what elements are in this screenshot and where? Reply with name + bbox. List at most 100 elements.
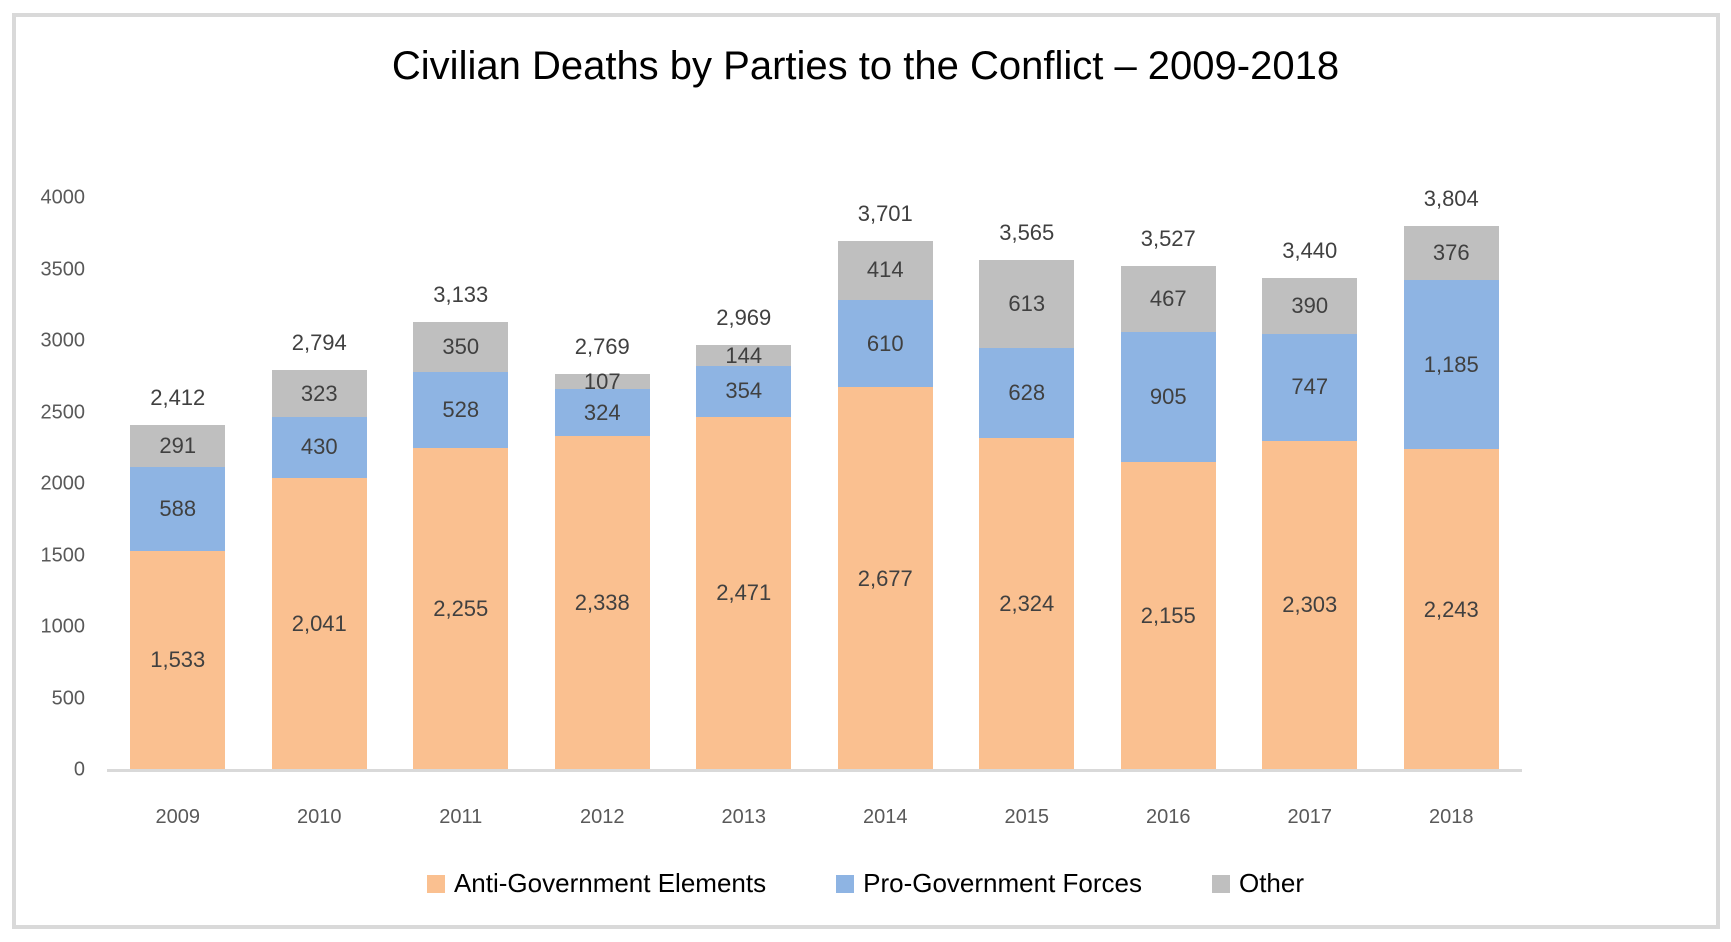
bar-segment-pro-government-forces: 354 <box>696 366 792 417</box>
segment-value-label: 144 <box>725 342 763 368</box>
segment-value-label: 2,255 <box>433 595 489 621</box>
bar-stack: 350 528 2,255 <box>413 322 509 770</box>
segment-value-label: 350 <box>442 334 480 360</box>
x-tick-label: 2015 <box>1004 806 1050 828</box>
bar-segment-anti-government-elements: 2,338 <box>554 435 650 770</box>
segment-value-label: 2,471 <box>716 580 772 606</box>
x-tick-label: 2009 <box>155 806 201 828</box>
segment-value-label: 2,243 <box>1423 596 1479 622</box>
bar-segment-anti-government-elements: 2,155 <box>1120 461 1216 770</box>
segment-value-label: 613 <box>1008 291 1046 317</box>
bar-segment-pro-government-forces: 905 <box>1120 332 1216 462</box>
y-tick-label: 0 <box>73 758 85 781</box>
x-tick-label: 2016 <box>1146 806 1191 828</box>
bar-group-2016: 3,527 467 905 2,155 <box>1098 198 1240 770</box>
bar-segment-pro-government-forces: 324 <box>554 389 650 436</box>
bar-segment-pro-government-forces: 430 <box>271 416 367 479</box>
segment-value-label: 291 <box>159 432 197 458</box>
legend-swatch-pro-government-forces <box>836 874 855 893</box>
bar-segment-anti-government-elements: 1,533 <box>130 550 226 770</box>
bar-total-label: 3,565 <box>999 220 1055 246</box>
bar-total-label: 2,794 <box>291 330 347 356</box>
bar-group-2009: 2,412 291 588 1,533 <box>107 198 249 770</box>
x-tick-label: 2010 <box>297 806 342 828</box>
bar-stack: 390 747 2,303 <box>1262 278 1358 770</box>
x-tick-label: 2018 <box>1429 806 1474 828</box>
legend-label: Other <box>1238 868 1305 898</box>
segment-value-label: 107 <box>583 368 621 394</box>
segment-value-label: 324 <box>583 399 621 425</box>
bar-segment-other: 107 <box>554 370 650 392</box>
y-tick-label: 500 <box>51 687 85 709</box>
bar-total-label: 3,701 <box>857 200 913 226</box>
plot-area: 2,412 291 588 1,533 2,794 323 430 2,041 3,133 350… <box>107 186 1523 770</box>
bar-segment-anti-government-elements: 2,255 <box>413 447 509 770</box>
bar-segment-other: 291 <box>130 425 226 467</box>
bar-segment-pro-government-forces: 747 <box>1262 333 1358 441</box>
y-tick-label: 4000 <box>40 186 86 209</box>
segment-value-label: 2,324 <box>999 590 1055 616</box>
x-axis-line <box>107 769 1522 772</box>
bar-segment-other: 414 <box>837 240 933 300</box>
legend-label: Anti-Government Elements <box>453 868 767 898</box>
bar-total-label: 3,527 <box>1140 225 1196 251</box>
y-tick-label: 3000 <box>40 329 86 352</box>
legend-item-anti-government-elements: Anti-Government Elements <box>426 868 767 899</box>
bar-segment-other: 144 <box>696 342 792 368</box>
bar-segment-pro-government-forces: 628 <box>979 347 1075 438</box>
bar-total-label: 2,969 <box>716 305 772 331</box>
segment-value-label: 588 <box>159 495 197 521</box>
chart-title: Civilian Deaths by Parties to the Confli… <box>391 44 1340 88</box>
x-tick-label: 2012 <box>580 806 625 828</box>
bar-group-2011: 3,133 350 528 2,255 <box>390 198 532 770</box>
y-tick-label: 3500 <box>40 258 86 280</box>
bar-segment-pro-government-forces: 1,185 <box>1403 279 1499 450</box>
y-tick-label: 1000 <box>40 615 86 638</box>
bar-segment-anti-government-elements: 2,324 <box>979 437 1075 770</box>
bar-segment-other: 467 <box>1120 265 1216 333</box>
bar-segment-anti-government-elements: 2,041 <box>271 478 367 770</box>
segment-value-label: 528 <box>442 396 480 422</box>
bar-total-label: 2,412 <box>150 385 206 411</box>
segment-value-label: 1,185 <box>1423 351 1479 377</box>
bar-group-2018: 3,804 376 1,185 2,243 <box>1381 186 1523 770</box>
x-tick-label: 2014 <box>863 806 908 828</box>
bar-group-2010: 2,794 323 430 2,041 <box>249 198 391 770</box>
bar-segment-anti-government-elements: 2,471 <box>696 416 792 770</box>
legend-item-pro-government-forces: Pro-Government Forces <box>836 868 1142 899</box>
bar-stack: 613 628 2,324 <box>979 260 1075 770</box>
bar-group-2012: 2,769 107 324 2,338 <box>532 198 674 770</box>
x-tick-label: 2013 <box>721 806 767 828</box>
segment-value-label: 2,677 <box>857 565 913 591</box>
legend-swatch-anti-government-elements <box>426 874 445 893</box>
x-tick-label: 2017 <box>1287 806 1333 828</box>
segment-value-label: 1,533 <box>150 647 206 673</box>
bars-container: 2,412 291 588 1,533 2,794 323 430 2,041 3,133 350… <box>107 186 1523 770</box>
bar-segment-anti-government-elements: 2,303 <box>1262 440 1358 770</box>
bar-stack: 467 905 2,155 <box>1120 265 1216 770</box>
bar-stack: 414 610 2,677 <box>837 240 933 770</box>
bar-segment-other: 613 <box>979 260 1075 348</box>
legend-swatch-other <box>1211 874 1230 893</box>
bar-segment-anti-government-elements: 2,243 <box>1403 449 1499 770</box>
bar-stack: 376 1,185 2,243 <box>1403 226 1499 770</box>
bar-segment-pro-government-forces: 588 <box>130 466 226 551</box>
segment-value-label: 2,338 <box>574 589 630 615</box>
bar-stack: 323 430 2,041 <box>271 370 367 770</box>
segment-value-label: 376 <box>1432 239 1470 265</box>
segment-value-label: 2,041 <box>291 611 347 637</box>
y-tick-label: 2500 <box>40 401 86 423</box>
x-axis: 2009 2010 2011 2012 2013 2014 2015 2016 2017 2018 <box>107 806 1522 829</box>
segment-value-label: 467 <box>1149 286 1187 312</box>
segment-value-label: 2,303 <box>1282 592 1338 618</box>
bar-total-label: 3,133 <box>433 282 489 307</box>
bar-group-2014: 3,701 414 610 2,677 <box>815 198 957 770</box>
segment-value-label: 610 <box>866 330 904 356</box>
bar-group-2013: 2,969 144 354 2,471 <box>673 198 815 770</box>
segment-value-label: 628 <box>1008 379 1046 405</box>
segment-value-label: 905 <box>1149 384 1187 410</box>
bar-segment-other: 323 <box>271 370 367 417</box>
segment-value-label: 390 <box>1291 292 1329 318</box>
bar-total-label: 2,769 <box>574 334 630 360</box>
legend-label: Pro-Government Forces <box>863 868 1142 898</box>
